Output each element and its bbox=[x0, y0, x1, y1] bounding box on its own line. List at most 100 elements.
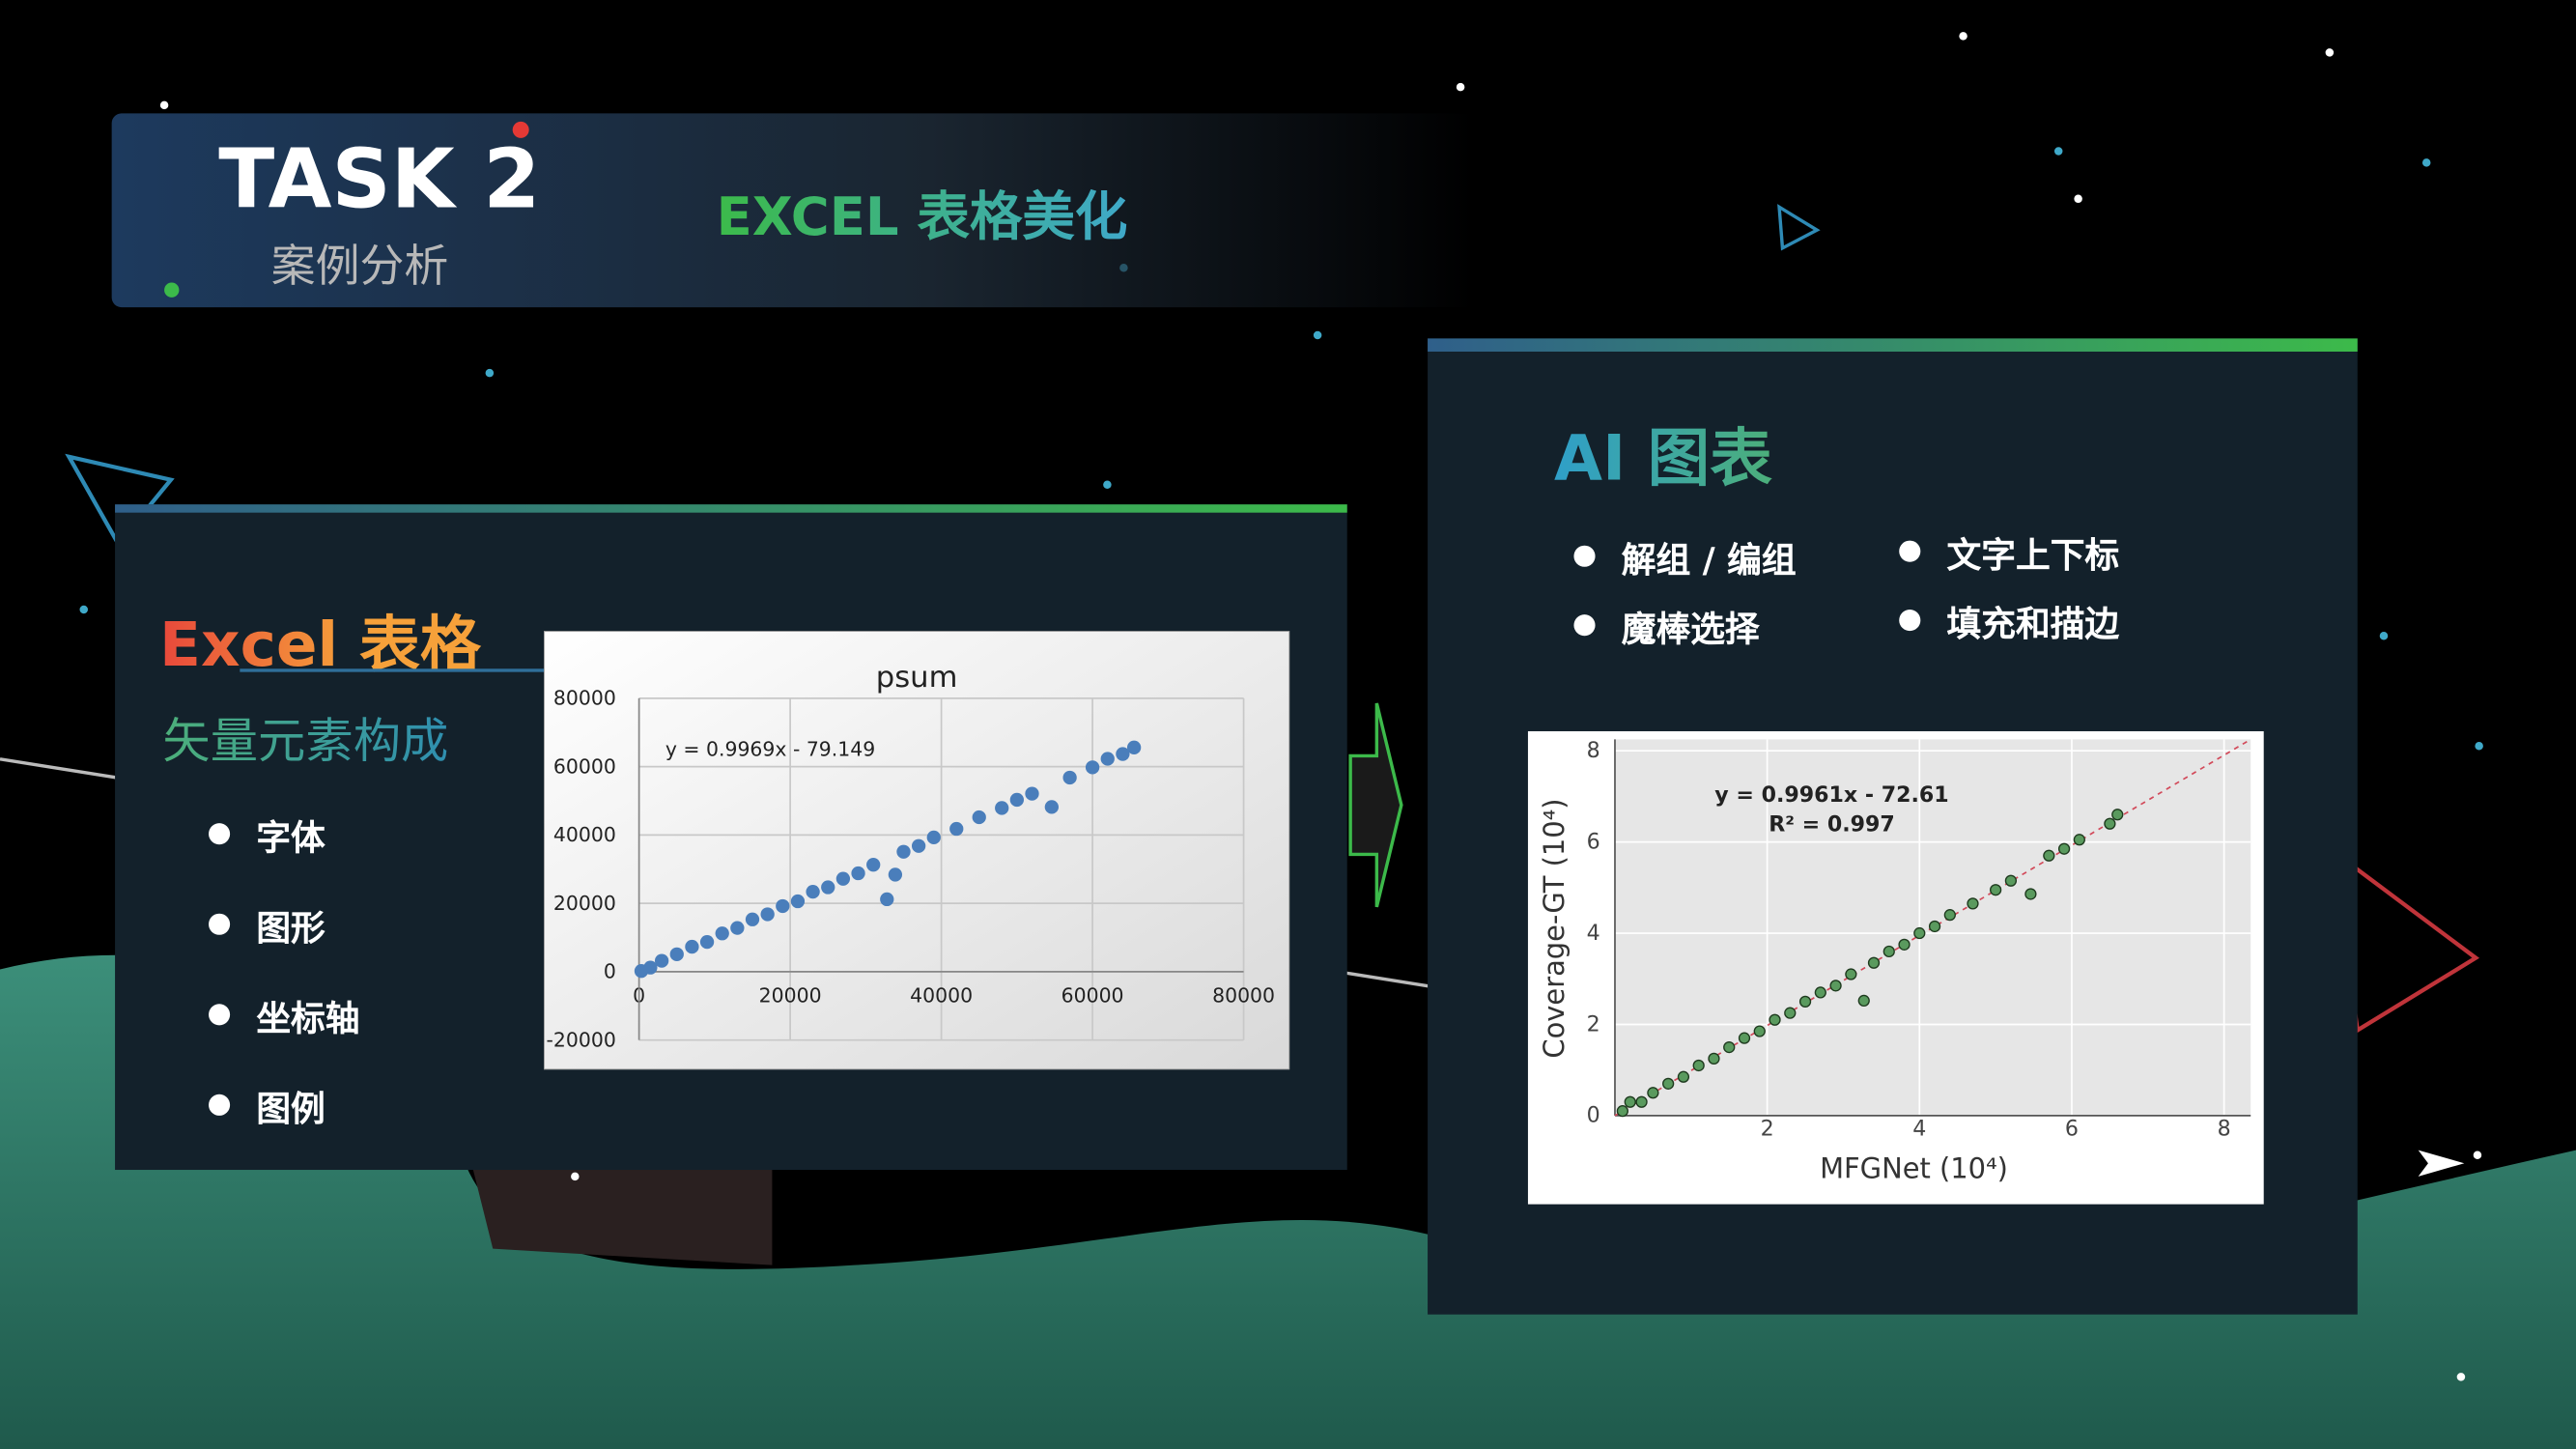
point bbox=[1990, 884, 2002, 896]
bullet: 文字上下标 bbox=[1899, 529, 2119, 579]
annotation: y = 0.9969x - 79.149 bbox=[665, 737, 875, 760]
point bbox=[1898, 938, 1911, 951]
bullet: 图例 bbox=[209, 1083, 326, 1132]
point bbox=[1009, 792, 1024, 808]
point bbox=[1769, 1013, 1781, 1026]
point bbox=[669, 947, 684, 962]
point bbox=[2024, 888, 2037, 900]
x-tick-label: 6 bbox=[2065, 1116, 2079, 1141]
task-subtitle: 案例分析 bbox=[270, 242, 449, 293]
x-tick-label: 20000 bbox=[759, 984, 822, 1008]
point bbox=[835, 871, 851, 886]
point bbox=[1867, 956, 1881, 969]
point bbox=[1044, 800, 1059, 814]
bullet: 坐标轴 bbox=[209, 992, 359, 1041]
point bbox=[1126, 740, 1142, 754]
point bbox=[790, 894, 806, 909]
y-tick-label: 60000 bbox=[553, 754, 616, 778]
arrow bbox=[1348, 702, 1403, 908]
chart-title: psum bbox=[876, 661, 958, 695]
point bbox=[880, 892, 894, 907]
point bbox=[654, 953, 669, 968]
point bbox=[1677, 1070, 1690, 1083]
point bbox=[1116, 747, 1130, 761]
header-bar bbox=[111, 113, 1476, 308]
point bbox=[715, 926, 729, 941]
y-tick-label: 40000 bbox=[553, 823, 616, 846]
y-tick-label: 0 bbox=[1587, 1103, 1600, 1128]
x-tick-label: 40000 bbox=[910, 984, 973, 1008]
point bbox=[730, 921, 745, 935]
y-tick-label: 6 bbox=[1587, 829, 1600, 854]
point bbox=[1753, 1025, 1766, 1037]
rule bbox=[240, 668, 544, 672]
annotation: y = 0.9961x - 72.61 bbox=[1714, 782, 1948, 808]
x-tick-label: 80000 bbox=[1212, 984, 1275, 1008]
bullet: 图形 bbox=[209, 902, 326, 952]
panel-subtitle: 矢量元素构成 bbox=[162, 703, 448, 772]
point bbox=[1738, 1032, 1751, 1044]
point bbox=[1882, 945, 1895, 958]
point bbox=[2057, 842, 2071, 855]
point bbox=[776, 898, 790, 914]
point bbox=[1784, 1007, 1797, 1019]
point bbox=[745, 912, 760, 926]
y-tick-label: 4 bbox=[1587, 921, 1600, 946]
annotation: R² = 0.997 bbox=[1769, 812, 1895, 838]
y-tick-label: 0 bbox=[604, 960, 616, 983]
point bbox=[1624, 1095, 1636, 1108]
bullet: 解组 / 编组 bbox=[1573, 534, 1797, 583]
point bbox=[1943, 909, 1956, 922]
point bbox=[926, 830, 941, 845]
y-axis-label: Coverage-GT (10⁴) bbox=[1538, 798, 1571, 1058]
panel-bar bbox=[115, 504, 1347, 513]
x-axis-label: MFGNet (10⁴) bbox=[1820, 1152, 2008, 1185]
point bbox=[643, 960, 658, 975]
point bbox=[1635, 1095, 1648, 1108]
point bbox=[1062, 770, 1077, 785]
point bbox=[911, 838, 926, 853]
x-tick-label: 2 bbox=[1761, 1116, 1774, 1141]
chart: -200000200004000060000800000200004000060… bbox=[543, 631, 1290, 1070]
point bbox=[2073, 834, 2085, 846]
topic: EXCEL 表格美化 bbox=[717, 176, 1128, 251]
bullet: 字体 bbox=[209, 811, 326, 861]
point bbox=[1857, 994, 1870, 1008]
x-tick-label: 4 bbox=[1912, 1116, 1926, 1141]
point bbox=[896, 844, 911, 859]
point bbox=[1723, 1040, 1736, 1054]
point bbox=[866, 858, 881, 872]
chart: 0 2 4 6 8 2 4 6 8 y = 0.9961x - 72.61 R² = 0.997 MF… bbox=[1527, 730, 2264, 1205]
point bbox=[995, 801, 1009, 815]
dot bbox=[164, 282, 180, 298]
x-tick-label: 8 bbox=[2218, 1116, 2231, 1141]
dot bbox=[512, 121, 529, 138]
point bbox=[1647, 1087, 1659, 1099]
point bbox=[851, 866, 865, 881]
point bbox=[1814, 986, 1826, 999]
point bbox=[1967, 897, 1979, 910]
panel-bar bbox=[1428, 338, 2358, 352]
point bbox=[949, 821, 964, 837]
point bbox=[821, 880, 835, 895]
point bbox=[1928, 920, 1941, 933]
y-tick-label: 8 bbox=[1587, 738, 1600, 763]
point bbox=[1798, 995, 1812, 1008]
point bbox=[1692, 1059, 1705, 1072]
point bbox=[972, 810, 986, 825]
y-tick-label: 20000 bbox=[553, 892, 616, 915]
point bbox=[2043, 849, 2055, 862]
point bbox=[760, 907, 775, 922]
x-tick-label: 60000 bbox=[1062, 984, 1124, 1008]
point bbox=[806, 884, 820, 899]
point bbox=[2104, 817, 2116, 830]
bullet: 填充和描边 bbox=[1899, 598, 2119, 647]
point bbox=[685, 939, 699, 954]
y-tick-label: -20000 bbox=[547, 1028, 616, 1051]
point bbox=[1845, 968, 1857, 980]
point bbox=[1662, 1077, 1675, 1090]
point bbox=[699, 934, 715, 950]
panel-title: Excel 表格 bbox=[159, 595, 481, 684]
